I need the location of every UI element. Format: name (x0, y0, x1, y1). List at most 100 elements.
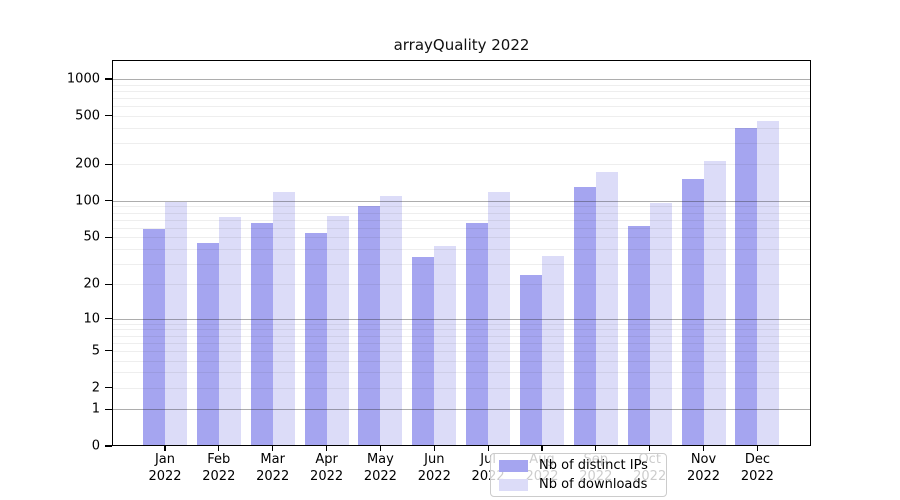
x-tick-mark-dec (756, 446, 758, 451)
gridline-minor-6 (112, 342, 811, 344)
y-tick-label-50: 50 (83, 229, 100, 245)
legend-swatch-distinct-ips (499, 459, 528, 472)
bar-distinct-ips-apr (304, 233, 327, 446)
gridline-minor-60 (112, 227, 811, 229)
bar-distinct-ips-jul (466, 222, 489, 446)
y-tick-mark-20 (105, 283, 112, 285)
bar-distinct-ips-may (358, 205, 381, 446)
x-tick-mark-aug (541, 446, 543, 451)
bar-downloads-mar (272, 192, 295, 446)
legend-label-downloads: Nb of downloads (539, 477, 648, 492)
y-tick-mark-5 (105, 350, 112, 352)
y-tick-label-2: 2 (91, 380, 100, 396)
gridline-minor-50 (112, 237, 811, 239)
x-tick-label-nov: Nov 2022 (686, 452, 721, 484)
legend: Nb of distinct IPs Nb of downloads (490, 453, 667, 497)
y-tick-mark-200 (105, 163, 112, 165)
gridline-minor-4 (112, 360, 811, 362)
gridline-minor-80 (112, 212, 811, 214)
x-tick-mark-mar (272, 446, 274, 451)
bar-downloads-nov (703, 160, 726, 446)
y-tick-label-0: 0 (91, 438, 100, 454)
gridline-major-1 (112, 409, 811, 411)
y-tick-mark-1000 (105, 78, 112, 80)
gridline-minor-200 (112, 164, 811, 166)
gridline-minor-70 (112, 219, 811, 221)
legend-item-downloads: Nb of downloads (499, 475, 658, 494)
bar-downloads-apr (326, 215, 349, 446)
y-tick-mark-50 (105, 236, 112, 238)
gridline-minor-30 (112, 263, 811, 265)
y-tick-mark-10 (105, 318, 112, 320)
gridline-minor-9 (112, 323, 811, 325)
x-tick-label-dec: Dec 2022 (740, 452, 774, 484)
x-tick-mark-sep (595, 446, 597, 451)
x-tick-mark-apr (325, 446, 328, 451)
gridline-minor-20 (112, 284, 811, 286)
gridline-minor-5 (112, 350, 811, 352)
bar-distinct-ips-oct (627, 225, 650, 446)
bar-distinct-ips-feb (196, 242, 219, 446)
gridline-minor-600 (112, 106, 811, 108)
gridlines-layer (112, 60, 811, 446)
x-tick-label-may: May 2022 (363, 452, 397, 484)
x-tick-mark-feb (218, 446, 220, 451)
gridline-minor-500 (112, 115, 811, 117)
legend-swatch-downloads (499, 478, 528, 491)
bar-distinct-ips-aug (519, 275, 542, 446)
bar-downloads-aug (541, 255, 564, 446)
bar-distinct-ips-dec (735, 128, 758, 446)
y-tick-mark-0 (105, 445, 112, 447)
legend-item-distinct-ips: Nb of distinct IPs (499, 456, 658, 475)
y-tick-label-5: 5 (91, 343, 100, 359)
bar-downloads-jan (165, 201, 187, 446)
bar-downloads-sep (595, 171, 618, 446)
x-tick-mark-may (379, 446, 382, 451)
gridline-minor-8 (112, 329, 811, 331)
gridline-major-1000 (112, 79, 811, 81)
bar-distinct-ips-sep (573, 186, 596, 446)
y-tick-mark-500 (105, 115, 112, 117)
bar-downloads-dec (757, 121, 780, 446)
gridline-minor-400 (112, 127, 811, 129)
plot-area: Nb of distinct IPs Nb of downloads (112, 60, 811, 497)
bar-downloads-jun (434, 246, 457, 446)
gridline-minor-7 (112, 335, 811, 337)
bar-downloads-may (380, 195, 403, 446)
bars-layer (112, 60, 811, 446)
chart-title: arrayQuality 2022 (393, 36, 530, 54)
bar-distinct-ips-jun (412, 257, 435, 446)
y-tick-mark-1 (105, 408, 112, 410)
x-tick-mark-jun (433, 446, 435, 451)
gridline-minor-900 (112, 84, 811, 86)
gridline-minor-800 (112, 90, 811, 92)
x-tick-label-jun: Jun 2022 (417, 452, 451, 484)
y-tick-mark-100 (105, 200, 112, 202)
y-tick-label-1: 1 (91, 401, 100, 417)
x-tick-label-mar: Mar 2022 (256, 452, 290, 484)
y-tick-label-1000: 1000 (66, 71, 100, 87)
legend-label-distinct-ips: Nb of distinct IPs (539, 458, 648, 473)
gridline-major-100 (112, 200, 811, 203)
bar-distinct-ips-mar (250, 223, 273, 446)
bar-downloads-jul (488, 191, 511, 446)
y-tick-mark-2 (105, 387, 112, 389)
x-tick-mark-jan (164, 446, 166, 451)
bar-distinct-ips-jan (143, 229, 165, 446)
gridline-minor-2 (112, 387, 811, 389)
x-tick-label-feb: Feb 2022 (202, 452, 236, 484)
x-tick-mark-jul (487, 446, 489, 451)
x-tick-label-jan: Jan 2022 (148, 452, 182, 484)
gridline-minor-3 (112, 372, 811, 374)
gridline-major-10 (112, 318, 811, 320)
y-tick-label-10: 10 (83, 311, 100, 327)
y-tick-label-200: 200 (75, 156, 100, 172)
x-tick-label-apr: Apr 2022 (310, 452, 344, 484)
bar-downloads-feb (218, 217, 241, 446)
gridline-minor-40 (112, 248, 811, 250)
gridline-minor-90 (112, 206, 811, 208)
y-tick-label-100: 100 (75, 193, 100, 209)
x-tick-mark-nov (702, 446, 705, 451)
gridline-minor-300 (112, 142, 811, 144)
